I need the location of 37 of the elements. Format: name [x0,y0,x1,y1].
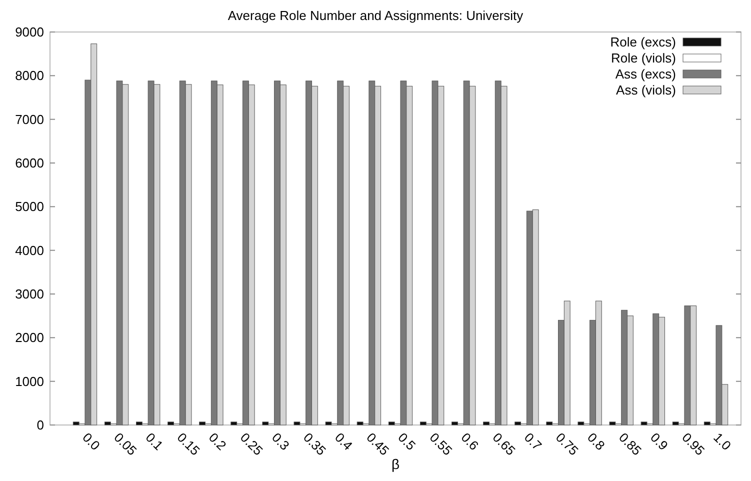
x-tick-label: 0.65 [490,430,518,458]
x-tick-label: 0.1 [142,430,166,454]
x-tick-label: 0.0 [80,430,104,454]
y-tick-label: 8000 [15,68,44,84]
chart-title: Average Role Number and Assignments: University [228,8,524,23]
x-tick-label: 0.5 [395,430,419,454]
x-tick-label: 0.15 [174,430,203,458]
x-tick-label: 0.95 [679,430,708,458]
y-tick-label: 9000 [15,24,44,40]
x-tick-label: 0.3 [268,430,292,454]
x-tick-label: 0.4 [332,430,356,454]
legend-label: Role (viols) [610,50,676,66]
x-axis-title: β [391,456,400,472]
legend-label: Ass (excs) [615,66,676,82]
x-tick-label: 0.6 [458,430,482,454]
x-tick-label: 0.9 [648,430,671,454]
x-tick-label: 0.7 [521,430,545,454]
x-tick-label: 1.0 [710,430,734,454]
y-tick-label: 5000 [15,199,44,214]
x-tick-label: 0.35 [300,430,330,458]
x-tick-label: 0.05 [111,430,140,458]
x-tick-label: 0.55 [426,430,456,458]
y-tick-label: 1000 [15,374,44,389]
y-tick-label: 6000 [15,156,44,171]
legend-label: Ass (viols) [616,82,676,98]
x-tick-label: 0.8 [584,430,608,454]
y-tick-label: 2000 [15,330,44,346]
x-tick-label: 0.25 [237,430,266,458]
x-tick-label: 0.2 [206,430,230,454]
y-tick-label: 4000 [15,242,44,258]
y-tick-label: 7000 [15,112,44,127]
y-tick-label: 0 [36,418,44,433]
x-tick-label: 0.85 [616,430,645,458]
legend-label: Role (excs) [610,34,676,50]
x-tick-label: 0.75 [552,430,582,458]
y-tick-label: 3000 [15,286,44,302]
x-tick-label: 0.45 [364,430,392,458]
